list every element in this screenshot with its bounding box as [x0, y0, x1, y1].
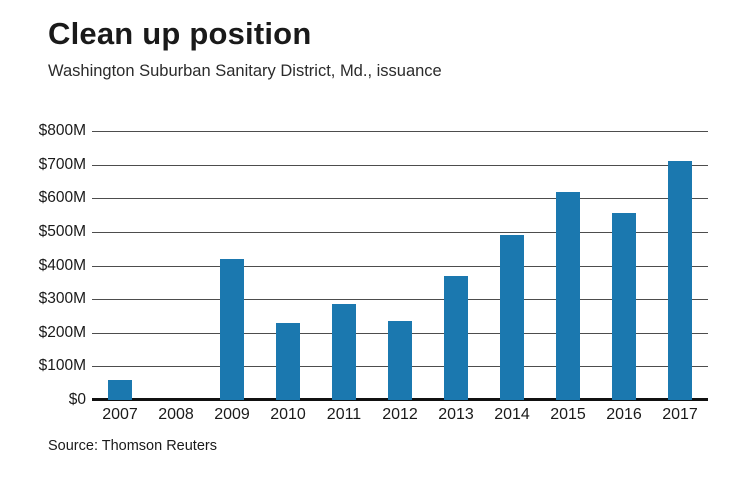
x-tick-label-2014: 2014 — [494, 406, 530, 423]
y-tick-label-200: $200M — [38, 323, 86, 341]
bar-2011 — [332, 304, 356, 400]
y-tick-label-300: $300M — [38, 290, 86, 308]
bar-2015 — [556, 191, 580, 400]
y-tick-label-100: $100M — [38, 357, 86, 375]
x-tick-label-2016: 2016 — [606, 406, 642, 423]
gridline-500 — [92, 231, 708, 233]
bar-2017 — [668, 161, 692, 400]
x-tick-label-2009: 2009 — [214, 406, 250, 423]
bar-2013 — [444, 275, 468, 400]
x-tick-label-2013: 2013 — [438, 406, 474, 423]
source-attribution: Source: Thomson Reuters — [48, 438, 217, 454]
bar-2009 — [220, 258, 244, 400]
chart-subtitle: Washington Suburban Sanitary District, M… — [48, 62, 442, 80]
y-tick-label-700: $700M — [38, 155, 86, 173]
x-tick-label-2007: 2007 — [102, 406, 138, 423]
y-tick-label-500: $500M — [38, 222, 86, 240]
plot-area — [92, 131, 708, 401]
x-tick-label-2010: 2010 — [270, 406, 306, 423]
gridline-600 — [92, 198, 708, 200]
bar-2007 — [108, 379, 132, 400]
bar-2010 — [276, 322, 300, 400]
chart-title: Clean up position — [48, 16, 312, 51]
gridline-700 — [92, 164, 708, 166]
gridline-300 — [92, 299, 708, 301]
x-tick-label-2012: 2012 — [382, 406, 418, 423]
y-tick-label-800: $800M — [38, 122, 86, 139]
gridline-800 — [92, 131, 708, 132]
x-tick-label-2017: 2017 — [662, 406, 698, 423]
y-tick-label-0: $0 — [68, 391, 86, 408]
bar-2014 — [500, 235, 524, 400]
x-tick-label-2011: 2011 — [326, 406, 362, 423]
gridline-400 — [92, 265, 708, 267]
x-tick-label-2008: 2008 — [158, 406, 194, 423]
y-tick-label-400: $400M — [38, 256, 86, 274]
x-tick-label-2015: 2015 — [550, 406, 586, 423]
bar-2016 — [612, 213, 636, 400]
bar-2012 — [388, 320, 412, 400]
y-tick-label-600: $600M — [38, 189, 86, 207]
